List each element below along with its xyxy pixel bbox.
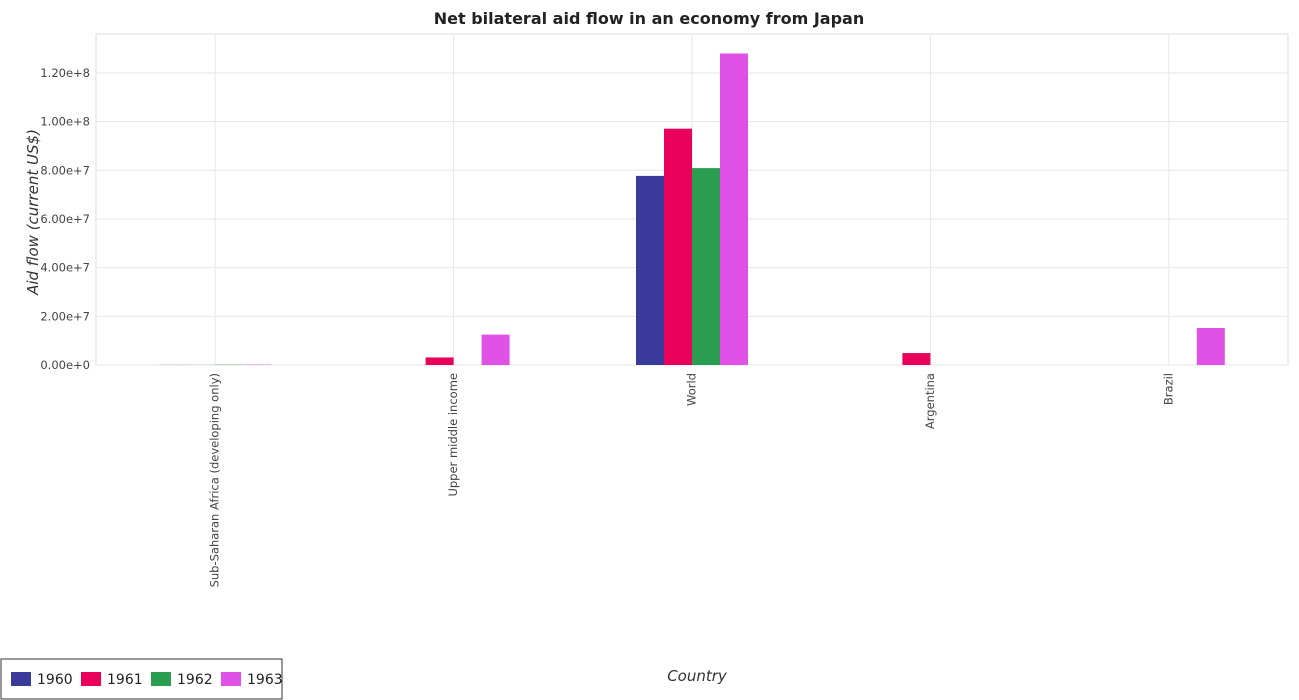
x-tick-label: Argentina [923, 373, 937, 429]
legend-label-1961: 1961 [107, 672, 143, 688]
bar-1960-2 [636, 175, 664, 365]
bar-1961-3 [902, 353, 931, 365]
legend-swatch-1961 [81, 672, 101, 686]
bar-1963-4 [1196, 328, 1225, 365]
legend-label-1962: 1962 [177, 672, 213, 688]
legend-label-1960: 1960 [37, 672, 73, 688]
bar-1962-2 [692, 168, 720, 365]
y-tick-label: 0.00e+0 [40, 358, 90, 372]
legend-swatch-1962 [151, 672, 171, 686]
legend-swatch-1963 [221, 672, 241, 686]
x-tick-label: Sub-Saharan Africa (developing only) [208, 373, 222, 587]
x-tick-label: World [685, 373, 699, 406]
y-axis-label: Aid flow (current US$) [24, 129, 42, 296]
y-tick-label: 8.00e+7 [40, 163, 90, 177]
legend-label-1963: 1963 [247, 672, 283, 688]
chart-title: Net bilateral aid flow in an economy fro… [434, 9, 865, 28]
bar-1963-2 [720, 53, 748, 366]
bar-1963-1 [481, 334, 510, 365]
bar-1961-2 [664, 128, 692, 365]
x-axis-label: Country [667, 667, 728, 685]
y-tick-label: 2.00e+7 [40, 309, 90, 323]
y-tick-label: 4.00e+7 [40, 261, 90, 275]
legend-swatch-1960 [11, 672, 31, 686]
plot-area: 0.00e+0 2.00e+7 4.00e+7 6.00e+7 8.00e+7 1.00e… [40, 33, 1289, 587]
legend: 1960 1961 1962 1963 [0, 658, 283, 700]
x-tick-label: Upper middle income [446, 373, 460, 497]
y-tick-label: 1.00e+8 [40, 115, 90, 129]
x-tick-label: Brazil [1161, 373, 1175, 405]
bar-1961-1 [425, 357, 454, 365]
y-tick-label: 1.20e+8 [40, 66, 90, 80]
y-tick-label: 6.00e+7 [40, 212, 90, 226]
